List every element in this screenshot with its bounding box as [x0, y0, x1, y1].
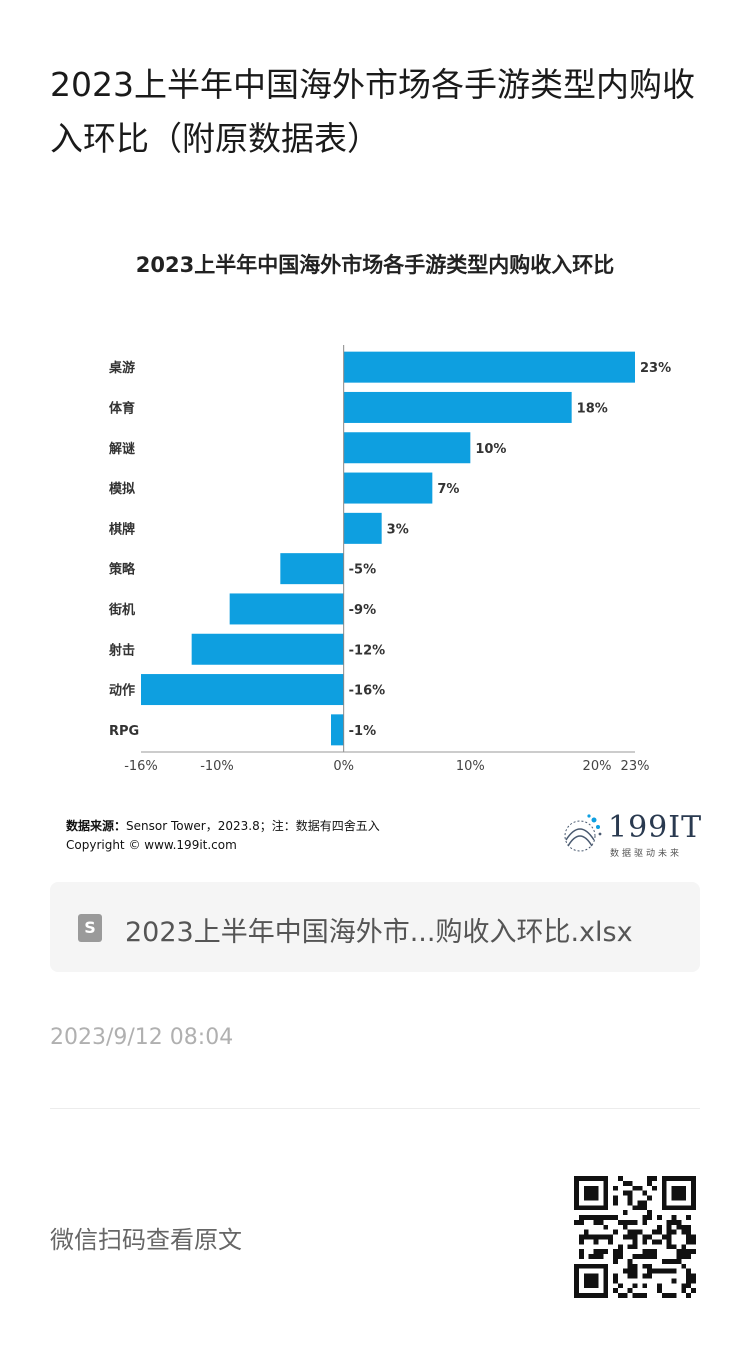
data-label: -1% [349, 724, 376, 739]
chart-title: 2023上半年中国海外市场各手游类型内购收入环比 [135, 253, 615, 277]
category-label: 桌游 [109, 360, 135, 376]
bar-chart: 桌游 23% 体育 18% 解谜 10% 模拟 7% 棋牌 3% 策略 -5% 街机 -9% 射击 -12% 动… [108, 345, 671, 774]
bar [141, 674, 344, 706]
bar [343, 351, 635, 383]
bar [343, 391, 572, 423]
qr-code-icon[interactable] [574, 1176, 696, 1298]
bar [343, 432, 471, 464]
x-tick-label: 20% [583, 759, 612, 774]
globe-logo-icon [564, 814, 602, 852]
spreadsheet-file-icon: S [78, 914, 102, 942]
category-label: 策略 [109, 562, 136, 578]
bar [331, 714, 344, 746]
data-label: 23% [640, 361, 671, 376]
data-label: 7% [437, 482, 459, 497]
x-tick-label: 23% [621, 759, 650, 774]
category-label: 解谜 [108, 441, 136, 457]
x-tick-label: 10% [456, 759, 485, 774]
chart-card: 2023上半年中国海外市场各手游类型内购收入环比 桌游 23% 体育 18% 解谜 10%… [50, 225, 701, 875]
x-tick-label: -16% [124, 759, 158, 774]
logo-subtitle: 数据驱动未来 [610, 849, 683, 859]
bar [343, 512, 382, 544]
bar [229, 593, 344, 625]
category-label: 棋牌 [108, 521, 135, 537]
attachment-file[interactable]: S 2023上半年中国海外市...购收入环比.xlsx [50, 882, 700, 972]
category-label: 动作 [109, 683, 135, 699]
source-text: Sensor Tower，2023.8；注：数据有四舍五入 [126, 819, 380, 833]
x-tick-label: 0% [333, 759, 354, 774]
divider [50, 1108, 700, 1109]
data-label: 10% [475, 442, 506, 457]
bar [343, 472, 433, 504]
article-title: 2023上半年中国海外市场各手游类型内购收入环比（附原数据表） [50, 65, 695, 158]
category-label: 射击 [108, 642, 135, 658]
attachment-file-name[interactable]: 2023上半年中国海外市...购收入环比.xlsx [125, 917, 633, 948]
bar [280, 553, 344, 585]
data-label: -5% [349, 563, 376, 578]
data-label: 3% [387, 522, 409, 537]
category-label: RPG [109, 724, 139, 739]
publish-timestamp: 2023/9/12 08:04 [50, 1025, 234, 1050]
category-label: 街机 [108, 602, 135, 618]
x-tick-label: -10% [200, 759, 234, 774]
category-label: 体育 [109, 400, 135, 416]
data-label: 18% [577, 401, 608, 416]
copyright-line: Copyright © www.199it.com [66, 838, 237, 852]
source-line: 数据来源：Sensor Tower，2023.8；注：数据有四舍五入 [66, 817, 380, 834]
brand-logo: 199IT 数据驱动未来 [558, 810, 701, 859]
category-label: 模拟 [109, 481, 135, 497]
data-label: -9% [349, 603, 376, 618]
logo-text: 199IT [608, 810, 703, 845]
data-label: -12% [349, 643, 386, 658]
source-label: 数据来源： [66, 819, 127, 833]
data-label: -16% [349, 684, 386, 699]
qr-caption: 微信扫码查看原文 [50, 1226, 242, 1254]
bar [191, 633, 344, 665]
